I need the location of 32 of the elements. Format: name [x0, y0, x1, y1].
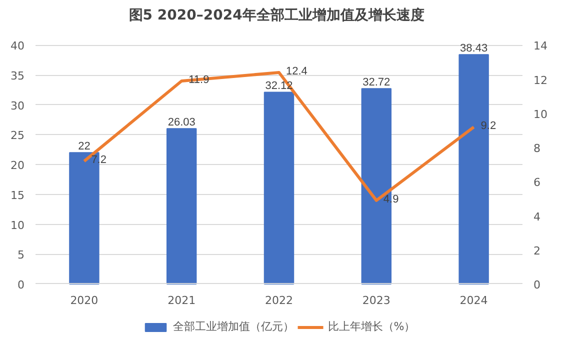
- y2-tick-label: 0: [534, 278, 540, 292]
- data-label: 32.72: [362, 76, 390, 89]
- y2-tick-label: 14: [534, 40, 548, 53]
- y-tick-label: 20: [10, 159, 25, 172]
- y-tick-label: 10: [10, 218, 25, 232]
- legend-label: 全部工业增加值（亿元）: [172, 319, 294, 334]
- y2-tick-label: 8: [534, 142, 540, 156]
- y-tick-label: 5: [18, 248, 24, 262]
- bar: [264, 92, 294, 284]
- legend-label: 比上年增长（%）: [328, 319, 416, 334]
- data-label: 12.4: [286, 66, 308, 78]
- y-tick-label: 25: [10, 129, 25, 142]
- y-tick-label: 15: [10, 188, 25, 202]
- y-tick-label: 30: [10, 99, 25, 112]
- y2-tick-label: 2: [534, 244, 540, 258]
- x-tick-label: 2024: [460, 294, 488, 307]
- chart-title: 图5 2020–2024年全部工业增加值及增长速度: [128, 6, 424, 24]
- y2-tick-label: 12: [534, 74, 548, 87]
- y-tick-label: 0: [18, 278, 24, 292]
- bar: [166, 128, 197, 284]
- x-tick-label: 2023: [362, 294, 390, 307]
- data-label: 38.43: [460, 42, 488, 55]
- y2-tick-label: 4: [534, 210, 540, 224]
- x-tick-label: 2021: [168, 294, 196, 307]
- y-tick-label: 40: [10, 40, 25, 53]
- x-tick-label: 2022: [265, 294, 294, 307]
- y2-tick-label: 6: [534, 176, 540, 190]
- data-label: 22: [78, 140, 90, 153]
- y2-tick-label: 10: [534, 108, 548, 121]
- data-label: 26.03: [168, 116, 196, 129]
- y-tick-label: 35: [10, 70, 25, 83]
- x-tick-label: 2020: [70, 294, 98, 307]
